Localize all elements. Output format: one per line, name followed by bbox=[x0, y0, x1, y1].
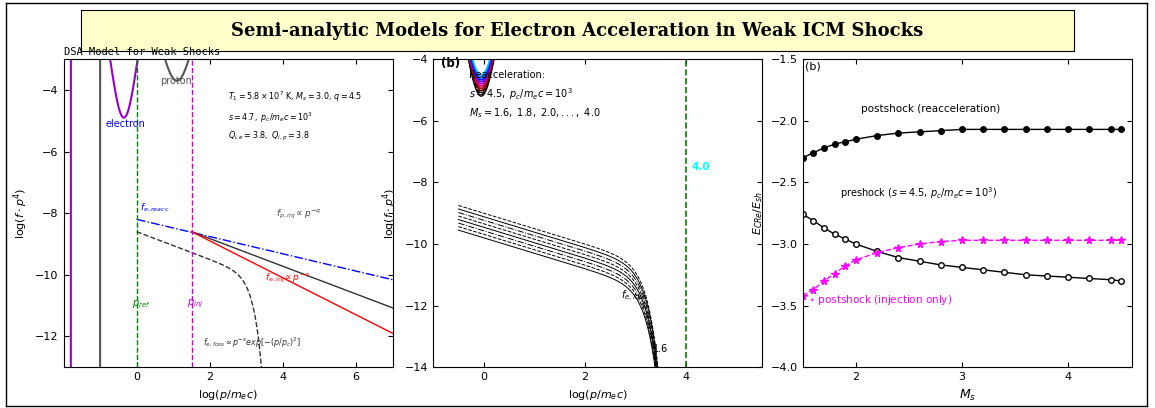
Text: $f_{e,inj}\propto p^{-q}$: $f_{e,inj}\propto p^{-q}$ bbox=[264, 273, 310, 286]
X-axis label: $M_s$: $M_s$ bbox=[959, 388, 976, 403]
Text: postshock (reacceleration): postshock (reacceleration) bbox=[862, 104, 1000, 114]
X-axis label: $\log(p/m_ec)$: $\log(p/m_ec)$ bbox=[568, 388, 627, 401]
Text: preshock ($s=4.5$, $p_c/m_ec=10^3$): preshock ($s=4.5$, $p_c/m_ec=10^3$) bbox=[840, 185, 997, 201]
Text: $p_{inj}$: $p_{inj}$ bbox=[187, 298, 203, 310]
Text: 1.6: 1.6 bbox=[654, 344, 669, 354]
Text: 4.0: 4.0 bbox=[692, 162, 710, 172]
Text: $f_{p,inj}\propto p^{-q}$: $f_{p,inj}\propto p^{-q}$ bbox=[276, 208, 321, 221]
Text: $\star$ postshock (injection only): $\star$ postshock (injection only) bbox=[808, 293, 952, 307]
Text: electron: electron bbox=[105, 119, 146, 129]
Text: $T_1=5.8\times10^7$ K, $M_s=3.0$, $q=4.5$
$s=4.7,\ p_c/m_ec=10^3$
$Q_{i,e}=3.8,\: $T_1=5.8\times10^7$ K, $M_s=3.0$, $q=4.5… bbox=[228, 90, 363, 143]
Text: (b): (b) bbox=[441, 57, 460, 70]
Text: $f_{e,foss}$: $f_{e,foss}$ bbox=[620, 289, 647, 304]
Text: DSA Model for Weak Shocks: DSA Model for Weak Shocks bbox=[64, 47, 219, 57]
Y-axis label: $E_{CRe}/E_{sh}$: $E_{CRe}/E_{sh}$ bbox=[752, 191, 765, 235]
Y-axis label: $\log(f \cdot p^4)$: $\log(f \cdot p^4)$ bbox=[12, 188, 30, 239]
Text: $f_{e,foss}\propto p^{-s}exp[-(p/p_c)^2]$: $f_{e,foss}\propto p^{-s}exp[-(p/p_c)^2]… bbox=[202, 335, 300, 350]
Text: proton: proton bbox=[161, 76, 193, 86]
Y-axis label: $\log(f \cdot p^4)$: $\log(f \cdot p^4)$ bbox=[381, 188, 400, 239]
Text: (b): (b) bbox=[805, 61, 820, 71]
Text: Semi-analytic Models for Electron Acceleration in Weak ICM Shocks: Semi-analytic Models for Electron Accele… bbox=[231, 22, 924, 40]
Text: $p_{ref}$: $p_{ref}$ bbox=[133, 297, 151, 310]
X-axis label: $\log(p/m_ec)$: $\log(p/m_ec)$ bbox=[199, 388, 258, 401]
Text: Reacceleration:
$s=4.5,\ p_c/m_ec=10^3$
$M_s=1.6,\ 1.8,\ 2.0,...,\ 4.0$: Reacceleration: $s=4.5,\ p_c/m_ec=10^3$ … bbox=[469, 70, 601, 120]
Text: $f_{e,reacc}$: $f_{e,reacc}$ bbox=[140, 202, 169, 214]
